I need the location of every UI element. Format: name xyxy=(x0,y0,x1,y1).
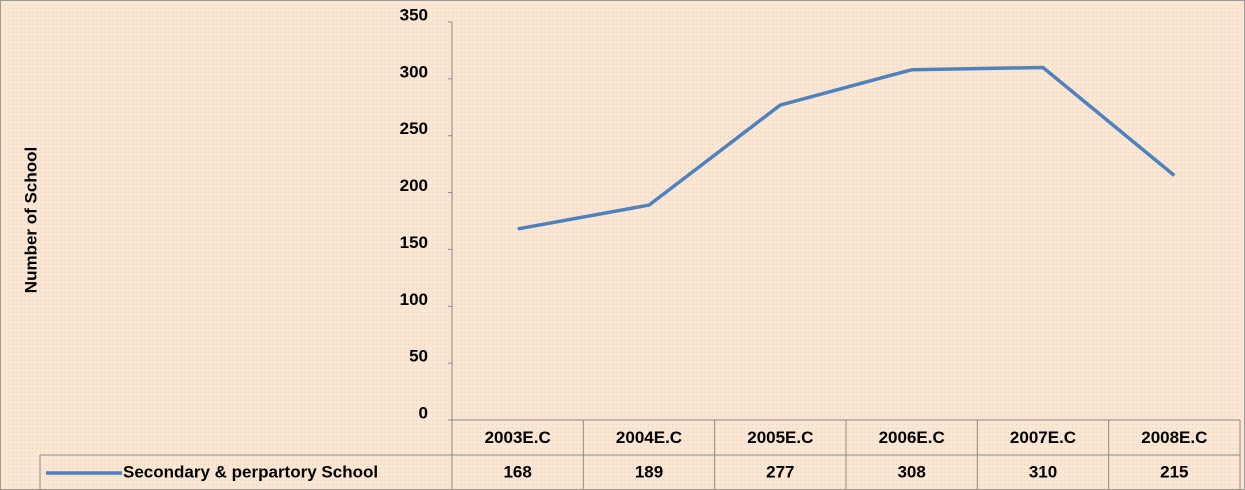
y-tick-label: 50 xyxy=(409,347,428,366)
table-value: 308 xyxy=(897,462,925,481)
x-tick-label: 2005E.C xyxy=(747,428,813,447)
x-tick-label: 2003E.C xyxy=(485,428,551,447)
x-tick-label: 2008E.C xyxy=(1141,428,1207,447)
x-tick-label: 2004E.C xyxy=(616,428,682,447)
table-value: 310 xyxy=(1029,462,1057,481)
y-tick-label: 200 xyxy=(400,176,428,195)
x-tick-label: 2006E.C xyxy=(879,428,945,447)
data-line xyxy=(517,65,1176,231)
table-value: 277 xyxy=(766,462,794,481)
y-tick-label: 350 xyxy=(400,5,428,24)
y-tick-label: 150 xyxy=(400,233,428,252)
legend-label: Secondary & perpartory School xyxy=(123,462,378,481)
table-value: 215 xyxy=(1160,462,1188,481)
y-tick-label: 100 xyxy=(400,290,428,309)
y-tick-label: 250 xyxy=(400,119,428,138)
y-axis-title: Number of School xyxy=(21,147,40,293)
y-tick-label: 0 xyxy=(419,403,428,422)
y-tick-label: 300 xyxy=(400,62,428,81)
table-value: 168 xyxy=(503,462,531,481)
x-tick-label: 2007E.C xyxy=(1010,428,1076,447)
table-value: 189 xyxy=(635,462,663,481)
